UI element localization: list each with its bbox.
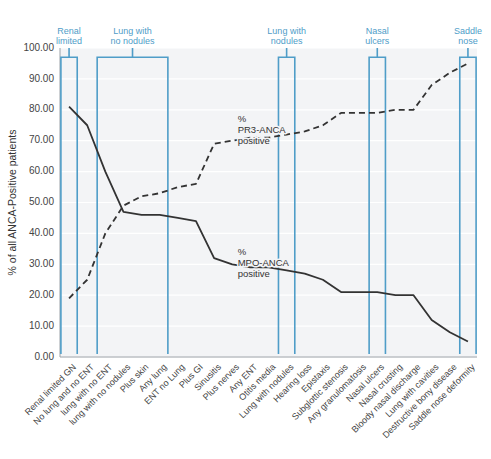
x-tick-label: lung with no nodules: [67, 362, 132, 427]
y-tick-label: 20.00: [29, 289, 54, 300]
grid-line: [60, 171, 477, 172]
line-series: [69, 107, 468, 342]
x-axis-line: [60, 357, 477, 358]
annotation: %MPO-ANCApositive: [238, 246, 290, 279]
y-tick-label: 50.00: [29, 196, 54, 207]
grid-line: [60, 356, 477, 357]
y-tick-label: 10.00: [29, 320, 54, 331]
y-tick-label: 60.00: [29, 165, 54, 176]
x-tick-label: Destructive bony disease: [381, 362, 459, 440]
bracket: [97, 48, 168, 354]
y-tick-label: 100.00: [23, 42, 54, 53]
y-tick-label: 70.00: [29, 134, 54, 145]
grid-line: [60, 78, 477, 79]
y-tick-label: 30.00: [29, 258, 54, 269]
bracket-label: Renallimited: [56, 26, 82, 46]
bracket-label: Lung withnodules: [267, 26, 306, 46]
data-lines: [69, 63, 468, 341]
y-tick-label: 0.00: [35, 351, 55, 362]
x-axis: Renal limited GNNo lung and no ENTlung w…: [23, 362, 477, 441]
bracket-label: Saddlenose: [454, 26, 482, 46]
bracket: [460, 48, 476, 354]
line-series: [69, 63, 468, 298]
grid-line: [60, 326, 477, 327]
annotations: %PR3-ANCApositive %MPO-ANCApositive: [238, 113, 290, 279]
bracket-label: Nasalulcers: [365, 26, 390, 46]
y-tick-label: 80.00: [29, 103, 54, 114]
bracket: [278, 48, 294, 354]
grid-line: [60, 233, 477, 234]
x-tick-label: Saddle nose deformity: [406, 362, 477, 433]
bracket: [61, 48, 77, 354]
y-axis: 0.00 10.00 20.00 30.00 40.00 50.00 60.00 70.00 8…: [23, 42, 477, 362]
y-axis-title: % of all ANCA-Positive patients: [6, 130, 18, 276]
brackets: Renallimited Lung withno nodules Lung with…: [56, 26, 482, 354]
y-tick-label: 90.00: [29, 73, 54, 84]
y-tick-label: 40.00: [29, 227, 54, 238]
grid-line: [60, 47, 477, 48]
bracket: [369, 48, 385, 354]
annotation: %PR3-ANCApositive: [238, 113, 287, 146]
bracket-label: Lung withno nodules: [110, 26, 155, 46]
grid-line: [60, 202, 477, 203]
plot-background: [60, 48, 477, 357]
chart: 0.00 10.00 20.00 30.00 40.00 50.00 60.00 70.00 8…: [0, 0, 491, 459]
